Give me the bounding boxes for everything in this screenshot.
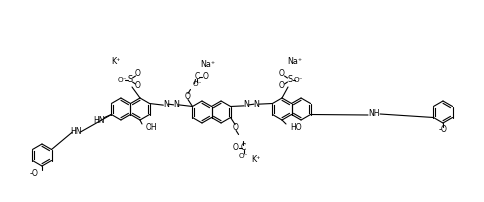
- Text: HO: HO: [290, 122, 302, 132]
- Text: K⁺: K⁺: [251, 155, 260, 164]
- Text: ′: ′: [177, 106, 178, 111]
- Text: ′: ′: [257, 105, 259, 110]
- Text: O: O: [135, 69, 141, 79]
- Text: O⁻: O⁻: [117, 77, 127, 83]
- Text: O: O: [279, 69, 285, 79]
- Text: O⁻: O⁻: [193, 81, 202, 87]
- Text: O: O: [233, 143, 239, 152]
- Text: O: O: [135, 81, 141, 90]
- Text: N: N: [254, 100, 259, 109]
- Text: N: N: [163, 100, 169, 109]
- Text: N: N: [173, 100, 179, 109]
- Text: Na⁺: Na⁺: [200, 60, 215, 69]
- Text: K⁺: K⁺: [111, 58, 121, 66]
- Text: O⁻: O⁻: [239, 153, 248, 159]
- Text: C: C: [195, 72, 200, 81]
- Text: C: C: [241, 143, 246, 152]
- Text: NH: NH: [368, 109, 380, 119]
- Text: -O: -O: [439, 125, 447, 135]
- Text: S: S: [287, 76, 292, 84]
- Text: Na⁺: Na⁺: [287, 58, 302, 66]
- Text: HN: HN: [71, 126, 82, 136]
- Text: O⁻: O⁻: [293, 77, 303, 83]
- Text: S: S: [127, 76, 133, 84]
- Text: OH: OH: [146, 122, 158, 132]
- Text: N: N: [243, 100, 249, 109]
- Text: O: O: [233, 123, 239, 132]
- Text: HN: HN: [94, 116, 105, 125]
- Text: O: O: [184, 92, 190, 101]
- Text: O: O: [279, 81, 285, 90]
- Text: -O: -O: [29, 168, 38, 178]
- Text: O: O: [202, 72, 209, 81]
